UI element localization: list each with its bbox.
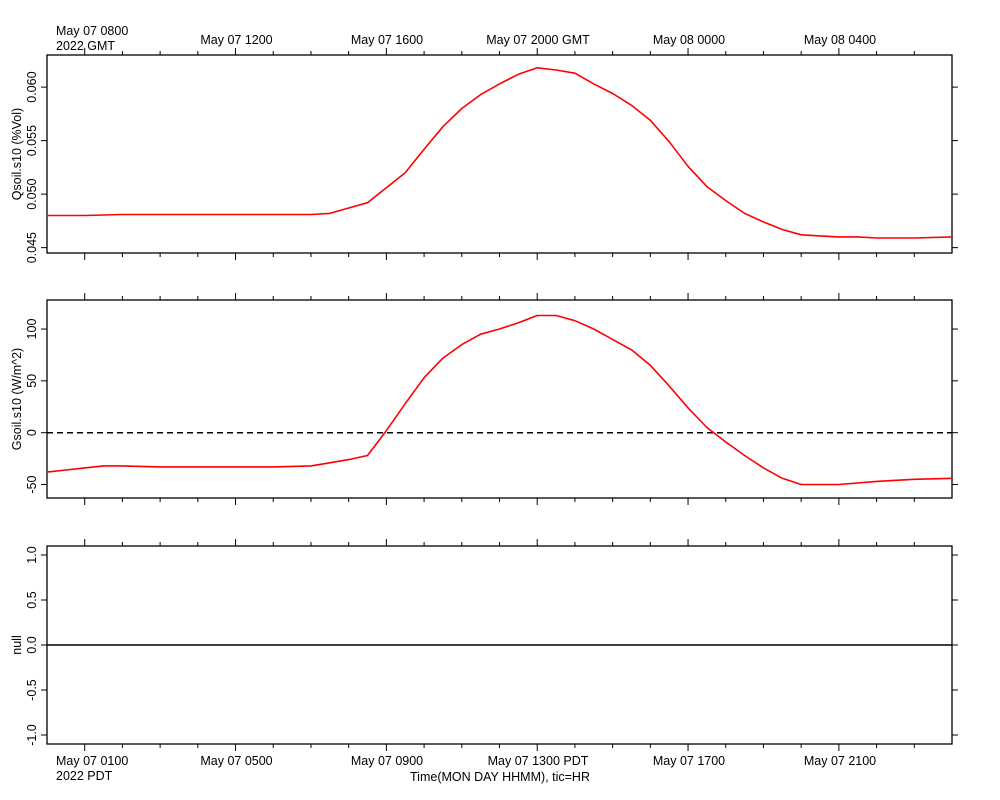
- y-axis-title: Gsoil.s10 (W/m^2): [10, 348, 24, 450]
- top-axis-label: May 08 0000: [653, 33, 725, 47]
- y-axis-title: Qsoil.s10 (%Vol): [10, 108, 24, 200]
- bottom-axis-first-label: May 07 0100: [56, 754, 128, 768]
- y-tick-label: 0.0: [25, 636, 39, 653]
- bottom-axis-label: May 07 2100: [804, 754, 876, 768]
- top-axis-label: May 07 1200: [200, 33, 272, 47]
- bottom-axis-first-sublabel: 2022 PDT: [56, 769, 113, 783]
- bottom-axis-label: May 07 0500: [200, 754, 272, 768]
- series-lines: [46, 67, 953, 646]
- y-tick-label: 50: [25, 374, 39, 388]
- y-tick-label: 0.5: [25, 591, 39, 608]
- y-tick-label: 0.060: [25, 71, 39, 102]
- y-tick-label: 0.045: [25, 232, 39, 263]
- y-axis-title: null: [10, 635, 24, 654]
- top-axis-label: May 08 0400: [804, 33, 876, 47]
- y-tick-label: 0: [25, 429, 39, 436]
- top-axis-label: May 07 2000 GMT: [486, 33, 590, 47]
- y-tick-label: -50: [25, 475, 39, 493]
- y-tick-label: -0.5: [25, 679, 39, 701]
- series-line: [47, 67, 953, 239]
- y-tick-label: -1.0: [25, 724, 39, 746]
- y-tick-label: 0.050: [25, 178, 39, 209]
- y-tick-label: 0.055: [25, 125, 39, 156]
- y-tick-label: 100: [25, 319, 39, 340]
- bottom-axis-label: May 07 1700: [653, 754, 725, 768]
- top-axis-first-sublabel: 2022 GMT: [56, 39, 115, 53]
- x-axis-title: Time(MON DAY HHMM), tic=HR: [410, 770, 590, 784]
- top-axis-first-label: May 07 0800: [56, 24, 128, 38]
- bottom-axis-label: May 07 1300 PDT: [488, 754, 589, 768]
- bottom-axis-label: May 07 0900: [351, 754, 423, 768]
- series-line: [46, 314, 953, 486]
- y-tick-label: 1.0: [25, 546, 39, 563]
- top-axis-label: May 07 1600: [351, 33, 423, 47]
- tick-marks: [84, 48, 915, 751]
